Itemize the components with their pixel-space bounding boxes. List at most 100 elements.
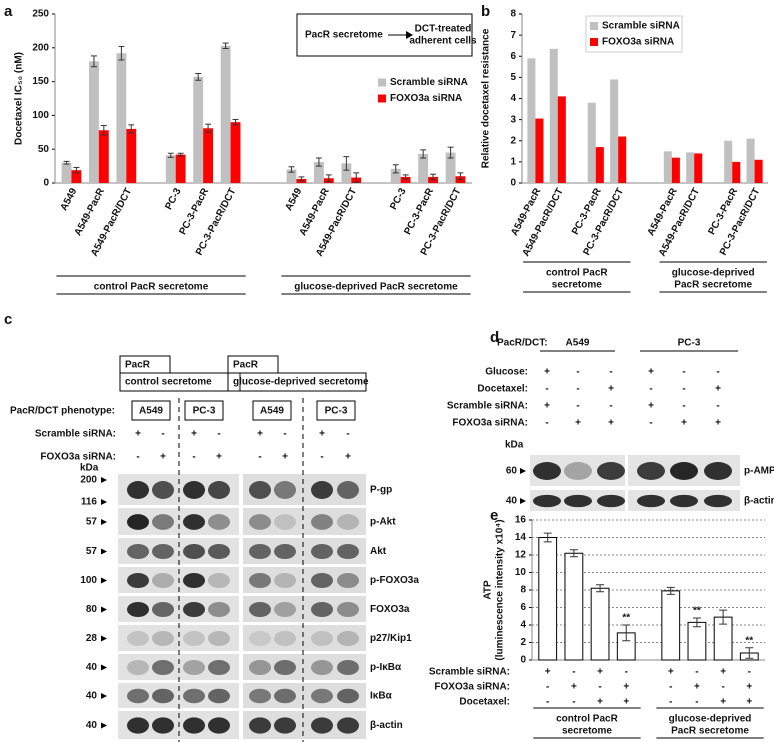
y-tick-label: 8 bbox=[510, 9, 516, 20]
condition-sign: + bbox=[623, 697, 629, 708]
band bbox=[183, 601, 205, 618]
protein-label: p-AMPK-α bbox=[744, 466, 774, 477]
band bbox=[183, 543, 205, 560]
y-tick-label: 150 bbox=[32, 76, 49, 87]
significance-label: ** bbox=[745, 635, 753, 646]
band bbox=[274, 601, 296, 618]
band bbox=[637, 494, 665, 508]
significance-label: ** bbox=[622, 613, 630, 624]
kda-marker: 40 bbox=[86, 720, 98, 731]
sign: - bbox=[576, 367, 579, 378]
kda-marker: 40 bbox=[506, 496, 518, 507]
legend-swatch bbox=[378, 78, 386, 87]
protein-label: IκBα bbox=[370, 691, 393, 702]
bar bbox=[313, 162, 324, 183]
bar bbox=[663, 151, 672, 183]
band bbox=[127, 630, 149, 647]
band bbox=[274, 514, 296, 530]
phenotype-box bbox=[184, 400, 224, 421]
protein-label: β-actin bbox=[370, 720, 403, 731]
condition-sign: - bbox=[669, 697, 672, 708]
sign: + bbox=[216, 452, 222, 463]
condition-sign: + bbox=[746, 697, 752, 708]
group-label: control PacR bbox=[556, 714, 618, 725]
bar bbox=[175, 154, 186, 183]
annotation-label: adherent cells bbox=[409, 36, 477, 47]
row-label: Scramble siRNA: bbox=[35, 429, 116, 440]
y-tick-label: 10 bbox=[515, 567, 527, 578]
band bbox=[533, 462, 561, 480]
sign: - bbox=[682, 367, 685, 378]
phenotype-box bbox=[131, 400, 171, 421]
bar bbox=[694, 153, 703, 183]
bar bbox=[746, 138, 755, 183]
band bbox=[337, 717, 359, 734]
band bbox=[311, 688, 333, 704]
phenotype-label: A549 bbox=[260, 406, 284, 417]
band bbox=[249, 659, 271, 676]
band bbox=[208, 717, 230, 734]
bar bbox=[220, 45, 231, 183]
band bbox=[152, 514, 174, 530]
annotation-label: PacR secretome bbox=[305, 30, 383, 41]
sign: - bbox=[609, 367, 612, 378]
blot-strip bbox=[243, 625, 366, 651]
band bbox=[152, 601, 174, 618]
band bbox=[208, 514, 230, 530]
row-label: Docetaxel: bbox=[477, 384, 528, 395]
band bbox=[183, 630, 205, 647]
bar bbox=[587, 102, 596, 183]
sign: - bbox=[320, 452, 323, 463]
band bbox=[183, 514, 205, 530]
legend-swatch bbox=[590, 38, 598, 46]
group-label: glucose-deprived bbox=[669, 714, 752, 725]
header-box bbox=[119, 372, 241, 392]
band bbox=[337, 572, 359, 589]
sign: + bbox=[715, 418, 721, 429]
y-tick-label: 5 bbox=[510, 72, 516, 83]
sign: - bbox=[682, 384, 685, 395]
band bbox=[152, 688, 174, 704]
band bbox=[208, 572, 230, 589]
condition-sign: + bbox=[694, 682, 700, 693]
kda-marker: 80 bbox=[86, 604, 98, 615]
legend-label: Scramble siRNA bbox=[390, 77, 468, 88]
row-label: Glucose: bbox=[485, 367, 528, 378]
marker-arrow bbox=[101, 722, 107, 729]
y-tick-label: 0 bbox=[43, 178, 49, 189]
band bbox=[183, 688, 205, 704]
band bbox=[311, 630, 333, 647]
phenotype-label: PC-3 bbox=[325, 406, 348, 417]
bar bbox=[754, 159, 763, 183]
y-tick-label: 200 bbox=[32, 42, 49, 53]
row-label: PacR/DCT phenotype: bbox=[10, 406, 115, 417]
bar bbox=[400, 176, 411, 183]
sign: + bbox=[608, 384, 614, 395]
band bbox=[152, 543, 174, 560]
sign: + bbox=[715, 384, 721, 395]
panel-letter: b bbox=[481, 3, 490, 20]
sign: + bbox=[648, 401, 654, 412]
bar bbox=[418, 153, 429, 183]
band bbox=[670, 494, 698, 508]
band bbox=[337, 688, 359, 704]
phenotype-box bbox=[252, 400, 292, 421]
sign: - bbox=[258, 452, 261, 463]
band bbox=[127, 717, 149, 734]
band bbox=[564, 494, 592, 508]
band bbox=[208, 543, 230, 560]
row-label: PacR/DCT: bbox=[497, 338, 548, 349]
bar bbox=[527, 58, 536, 183]
panel-letter: e bbox=[490, 507, 498, 524]
annotation-arrowhead bbox=[406, 31, 413, 39]
sign: - bbox=[192, 452, 195, 463]
legend-swatch bbox=[378, 94, 386, 103]
phenotype-label: PC-3 bbox=[193, 406, 216, 417]
cell-line-label: PC-3 bbox=[678, 338, 701, 349]
band bbox=[337, 481, 359, 499]
sign: - bbox=[283, 429, 286, 440]
bar bbox=[549, 48, 558, 184]
bar bbox=[618, 136, 627, 183]
marker-arrow bbox=[101, 548, 107, 555]
band bbox=[274, 688, 296, 704]
